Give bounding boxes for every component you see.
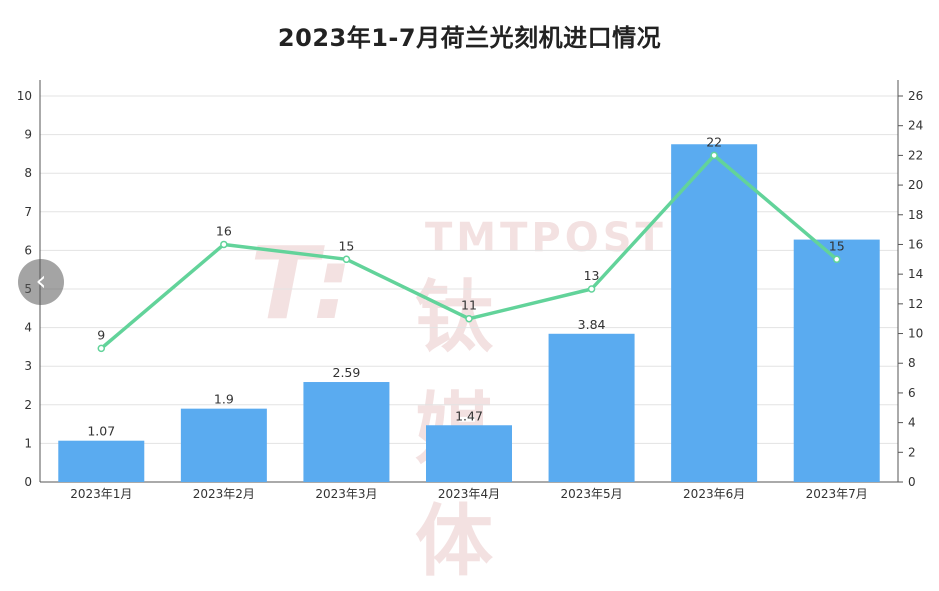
line-value-label: 11 (461, 298, 477, 313)
y-left-tick: 6 (24, 243, 32, 257)
back-button[interactable]: ‹ (18, 259, 64, 305)
x-tick-label: 2023年5月 (560, 487, 622, 501)
y-left-tick: 1 (24, 436, 32, 450)
x-tick-label: 2023年7月 (806, 487, 868, 501)
axes: 012345678910024681012141618202224262023年… (17, 80, 923, 501)
bar (426, 425, 512, 482)
bar-value-label: 3.84 (578, 317, 606, 332)
data-labels: 1.07 1.9 2.59 1.47 3.84 9 16 15 11 13 22 15 (87, 134, 844, 438)
y-left-tick: 7 (24, 205, 32, 219)
chart-title: 2023年1-7月荷兰光刻机进口情况 (277, 24, 662, 52)
y-right-tick: 14 (908, 267, 923, 281)
x-tick-label: 2023年6月 (683, 487, 745, 501)
chart-area: 012345678910024681012141618202224262023年… (17, 80, 923, 501)
bar-value-label: 1.07 (87, 424, 115, 439)
x-tick-label: 2023年4月 (438, 487, 500, 501)
line-value-label: 15 (338, 238, 354, 253)
y-right-tick: 22 (908, 148, 923, 162)
line-value-label: 22 (706, 134, 722, 149)
line-point (832, 255, 841, 264)
bar (793, 239, 880, 482)
y-left-tick: 4 (24, 321, 32, 335)
y-right-tick: 6 (908, 386, 916, 400)
y-left-tick: 3 (24, 359, 32, 373)
x-tick-label: 2023年1月 (70, 487, 132, 501)
line-value-label: 15 (829, 238, 845, 253)
y-left-tick: 2 (24, 398, 32, 412)
bar-value-label: 1.9 (214, 392, 234, 407)
y-right-tick: 0 (908, 475, 916, 489)
y-right-tick: 20 (908, 178, 923, 192)
y-right-tick: 2 (908, 445, 916, 459)
x-tick-label: 2023年3月 (315, 487, 377, 501)
y-right-tick: 12 (908, 297, 923, 311)
line-point (710, 151, 718, 160)
line-value-label: 13 (584, 268, 600, 283)
line-point (465, 314, 473, 323)
bar (180, 408, 267, 482)
x-tick-label: 2023年2月 (193, 487, 255, 501)
y-right-tick: 10 (908, 327, 923, 341)
line-series (97, 151, 841, 353)
y-right-tick: 24 (908, 119, 923, 133)
bar (548, 333, 635, 482)
bar-series (58, 144, 880, 482)
line-value-label: 16 (216, 223, 232, 238)
y-left-tick: 10 (17, 89, 32, 103)
bar (671, 144, 758, 482)
y-left-tick: 0 (24, 475, 32, 489)
y-left-tick: 9 (24, 128, 32, 142)
y-right-tick: 16 (908, 237, 923, 251)
line-point (342, 255, 351, 264)
y-right-tick: 4 (908, 416, 916, 430)
line-point (97, 344, 106, 353)
y-left-tick: 8 (24, 166, 32, 180)
line-point (587, 285, 596, 293)
y-right-tick: 8 (908, 356, 916, 370)
y-right-tick: 18 (908, 208, 923, 222)
bar (303, 382, 390, 482)
y-right-tick: 26 (908, 89, 923, 103)
bar (58, 440, 145, 482)
line-point (220, 240, 228, 249)
line-value-label: 9 (97, 327, 105, 342)
bar-value-label: 2.59 (333, 365, 361, 380)
bar-value-label: 1.47 (455, 408, 483, 423)
